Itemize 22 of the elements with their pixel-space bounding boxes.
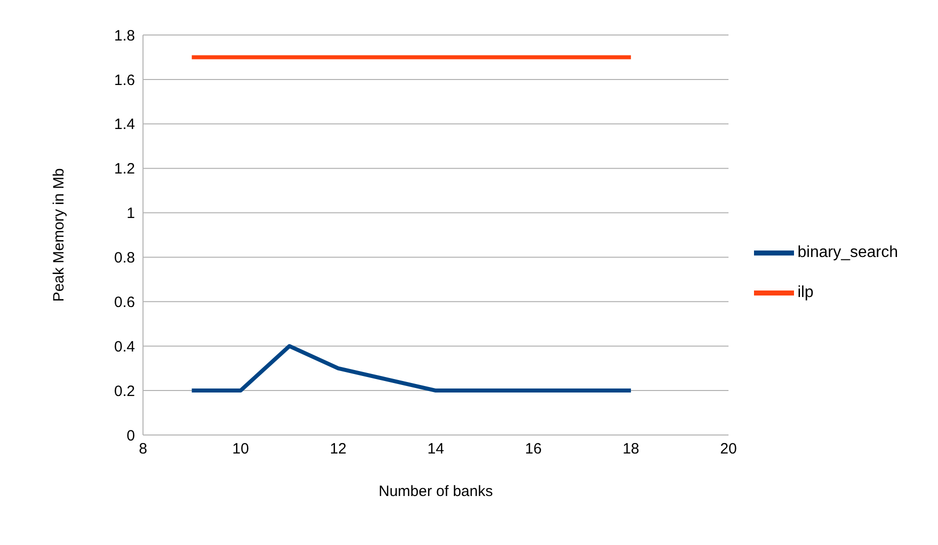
y-tick-label: 0.8: [114, 250, 135, 267]
x-tick-label: 14: [427, 440, 444, 458]
y-tick-label: 0.6: [114, 294, 135, 311]
x-axis-title: Number of banks: [378, 483, 493, 500]
y-tick-label: 0: [126, 427, 135, 444]
x-tick-label: 10: [232, 440, 249, 458]
x-tick-label: 20: [720, 440, 737, 458]
y-tick-label: 0.2: [114, 382, 135, 400]
legend-label: ilp: [798, 284, 814, 302]
x-tick-label: 18: [622, 440, 640, 458]
y-tick-label: 1.2: [114, 160, 135, 178]
x-tick-label: 8: [138, 440, 148, 458]
y-tick-label: 1: [126, 205, 135, 222]
x-tick-label: 12: [330, 440, 347, 458]
y-axis-title: Peak Memory in Mb: [50, 168, 68, 302]
y-tick-label: 1.4: [114, 116, 135, 134]
line-series: [190, 344, 633, 393]
y-tick-label: 0.4: [114, 338, 135, 356]
y-tick-label: 1.8: [114, 27, 135, 44]
x-tick-label: 16: [524, 440, 542, 458]
y-tick-label: 1.6: [114, 72, 135, 89]
legend-label: binary_search: [798, 244, 898, 262]
